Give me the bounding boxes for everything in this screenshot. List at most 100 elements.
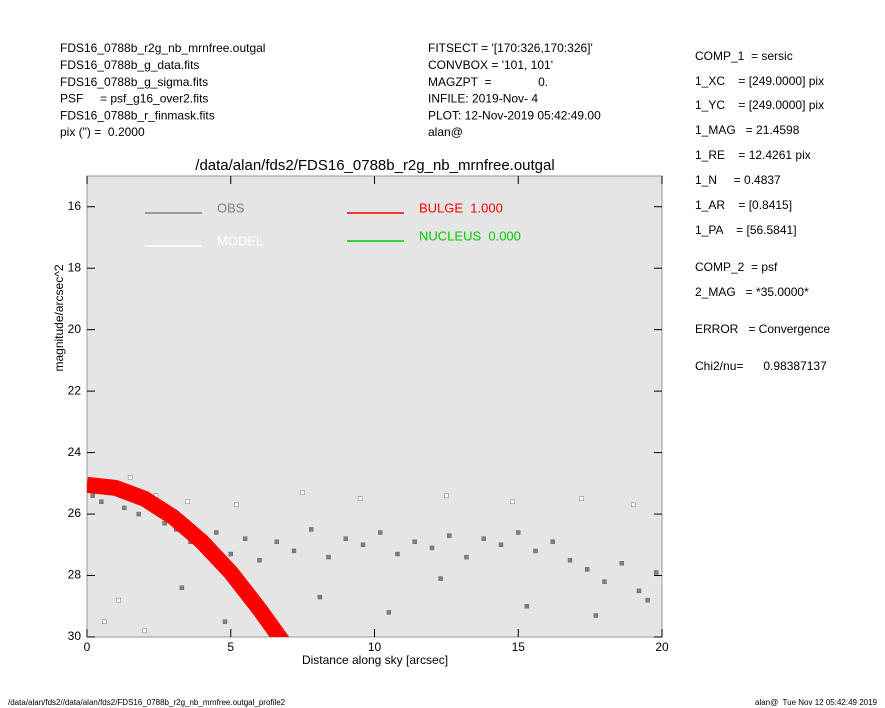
data-point bbox=[593, 613, 599, 618]
y-tick-label: 24 bbox=[68, 445, 82, 459]
data-point bbox=[343, 536, 348, 541]
parameter-line: 1_RE = 12.4261 pix bbox=[695, 148, 811, 162]
data-point bbox=[274, 539, 279, 544]
plot-area bbox=[86, 175, 663, 638]
data-point bbox=[412, 539, 417, 544]
header-left-line: pix (") = 0.2000 bbox=[60, 125, 145, 139]
data-point bbox=[464, 554, 469, 560]
header-middle-line: PLOT: 12-Nov-2019 05:42:49.00 bbox=[428, 108, 601, 122]
y-tick-label: 18 bbox=[68, 260, 82, 274]
parameter-line: 1_AR = [0.8415] bbox=[695, 198, 792, 212]
data-point bbox=[357, 496, 363, 501]
header-middle-line: alan@ bbox=[428, 125, 463, 139]
header-middle-line: FITSECT = '[170:326,170:326]' bbox=[428, 41, 593, 55]
data-point bbox=[185, 499, 190, 504]
data-point bbox=[498, 542, 504, 547]
data-point bbox=[444, 493, 449, 498]
data-point bbox=[636, 588, 642, 594]
chart-title: /data/alan/fds2/FDS16_0788b_r2g_nb_mrnfr… bbox=[195, 157, 554, 174]
header-middle-line: INFILE: 2019-Nov- 4 bbox=[428, 92, 538, 106]
legend-label: NUCLEUS 0.000 bbox=[419, 228, 521, 243]
header-left-line: FDS16_0788b_g_data.fits bbox=[60, 58, 199, 72]
parameter-line: ERROR = Convergence bbox=[695, 322, 830, 336]
data-point bbox=[257, 557, 262, 563]
x-tick-label: 0 bbox=[84, 640, 91, 654]
model-profile bbox=[87, 476, 290, 637]
legend-label: BULGE 1.000 bbox=[419, 200, 503, 215]
data-point bbox=[214, 530, 219, 535]
x-tick-label: 5 bbox=[227, 640, 234, 654]
data-point bbox=[116, 597, 121, 603]
data-point bbox=[516, 530, 521, 535]
data-point bbox=[447, 533, 452, 538]
parameter-line: 1_XC = [249.0000] pix bbox=[695, 74, 824, 88]
data-point bbox=[481, 536, 486, 541]
data-point bbox=[326, 554, 331, 560]
x-tick-label: 10 bbox=[368, 640, 382, 654]
data-point bbox=[429, 545, 435, 551]
data-point bbox=[136, 511, 141, 517]
data-point bbox=[309, 527, 314, 532]
data-point bbox=[99, 499, 104, 504]
parameter-line: COMP_1 = sersic bbox=[695, 49, 793, 63]
data-point bbox=[102, 619, 107, 624]
y-tick-label: 28 bbox=[68, 568, 82, 582]
data-point bbox=[317, 594, 323, 600]
data-point bbox=[619, 561, 624, 566]
parameter-line: Chi2/nu= 0.98387137 bbox=[695, 359, 827, 373]
y-axis-label: magnitude/arcsec^2 bbox=[52, 264, 66, 371]
data-point bbox=[242, 536, 248, 541]
legend-label: MODEL bbox=[217, 233, 263, 248]
data-point bbox=[645, 597, 650, 603]
y-tick-label: 16 bbox=[68, 199, 82, 213]
x-tick-label: 15 bbox=[512, 640, 526, 654]
data-point bbox=[550, 539, 555, 544]
x-axis-label: Distance along sky [arcsec] bbox=[302, 653, 448, 667]
data-point bbox=[90, 493, 95, 498]
data-point bbox=[524, 604, 530, 609]
y-tick-label: 26 bbox=[68, 506, 82, 520]
data-point bbox=[360, 542, 366, 547]
data-layer bbox=[87, 474, 659, 637]
data-point bbox=[602, 579, 607, 584]
data-point bbox=[631, 502, 636, 508]
data-point bbox=[438, 576, 443, 581]
legend-label: OBS bbox=[217, 200, 245, 215]
data-point bbox=[654, 570, 659, 575]
parameter-line: 1_MAG = 21.4598 bbox=[695, 123, 800, 137]
data-point bbox=[300, 490, 305, 495]
data-point bbox=[222, 619, 228, 624]
header-middle-line: CONVBOX = '101, 101' bbox=[428, 58, 553, 72]
data-point bbox=[378, 530, 383, 535]
y-tick-label: 20 bbox=[68, 322, 82, 336]
data-point bbox=[122, 505, 127, 511]
data-point bbox=[567, 557, 573, 563]
data-point bbox=[179, 585, 185, 591]
data-point bbox=[585, 567, 590, 572]
y-tick-label: 30 bbox=[68, 629, 82, 643]
parameter-line: 1_N = 0.4837 bbox=[695, 173, 781, 187]
data-point bbox=[142, 628, 147, 634]
data-point bbox=[291, 548, 297, 554]
footer-left: /data/alan/fds2//data/alan/fds2/FDS16_07… bbox=[8, 698, 286, 707]
x-tick-label: 20 bbox=[655, 640, 669, 654]
data-point bbox=[386, 610, 392, 615]
data-point bbox=[162, 521, 167, 526]
data-point bbox=[395, 551, 400, 557]
data-point bbox=[579, 496, 584, 501]
parameter-line: 1_PA = [56.5841] bbox=[695, 223, 797, 237]
parameter-line: 2_MAG = *35.0000* bbox=[695, 285, 809, 299]
header-left-line: FDS16_0788b_g_sigma.fits bbox=[60, 75, 208, 89]
data-point bbox=[510, 499, 515, 504]
y-tick-label: 22 bbox=[68, 383, 82, 397]
header-left-line: PSF = psf_g16_over2.fits bbox=[60, 92, 208, 106]
header-left-line: FDS16_0788b_r_finmask.fits bbox=[60, 108, 215, 122]
data-point bbox=[234, 502, 239, 508]
data-point bbox=[228, 551, 233, 557]
parameter-line: COMP_2 = psf bbox=[695, 260, 778, 274]
header-left-line: FDS16_0788b_r2g_nb_mrnfree.outgal bbox=[60, 41, 265, 55]
parameter-line: 1_YC = [249.0000] pix bbox=[695, 98, 824, 112]
data-point bbox=[127, 474, 133, 480]
header-middle-line: MAGZPT = 0. bbox=[428, 75, 548, 89]
